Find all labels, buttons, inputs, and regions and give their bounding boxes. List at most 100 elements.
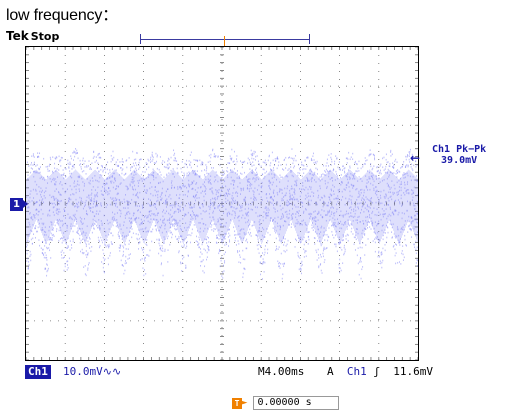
ch1-ground-marker[interactable]: 1 — [10, 198, 28, 211]
waveform-sample — [88, 160, 90, 162]
waveform-sample — [163, 242, 165, 245]
waveform-core — [352, 172, 353, 227]
waveform-sample — [308, 213, 310, 215]
waveform-sample — [146, 168, 148, 171]
waveform-sample — [277, 225, 279, 228]
waveform-sample — [278, 239, 280, 242]
waveform-sample — [140, 259, 142, 261]
waveform-core — [350, 170, 351, 222]
waveform-core — [72, 172, 73, 228]
waveform-sample — [363, 210, 365, 213]
waveform-sample — [257, 236, 259, 238]
waveform-sample — [329, 170, 331, 172]
waveform-sample — [403, 229, 405, 231]
waveform-sample — [386, 171, 388, 174]
waveform-sample — [127, 203, 129, 206]
waveform-sample — [43, 157, 45, 160]
waveform-sample — [83, 231, 85, 234]
waveform-sample — [342, 165, 344, 167]
waveform-sample — [176, 222, 178, 225]
waveform-sample — [366, 182, 368, 185]
waveform-sample — [402, 226, 404, 228]
trigger-offset-value[interactable]: 0.00000 s — [253, 396, 340, 410]
waveform-sample — [278, 261, 280, 264]
waveform-core — [249, 171, 250, 226]
waveform-sample — [364, 232, 366, 235]
waveform-sample — [56, 199, 58, 202]
waveform-sample — [172, 173, 174, 175]
waveform-sample — [246, 179, 248, 181]
waveform-sample — [65, 243, 67, 245]
waveform-sample — [34, 170, 36, 173]
waveform-core — [302, 177, 303, 241]
waveform-sample — [179, 186, 181, 188]
waveform-sample — [381, 208, 383, 210]
waveform-sample — [318, 178, 320, 180]
waveform-sample — [358, 192, 360, 195]
waveform-sample — [92, 223, 94, 226]
waveform-sample — [331, 206, 333, 208]
waveform-sample — [112, 172, 114, 175]
waveform-sample — [223, 270, 225, 272]
waveform-sample — [247, 181, 249, 183]
waveform-core — [237, 174, 238, 233]
waveform-sample — [345, 184, 347, 186]
waveform-sample — [138, 161, 140, 164]
waveform-sample — [295, 181, 297, 184]
waveform-sample — [313, 161, 315, 164]
waveform-sample — [118, 237, 120, 239]
waveform-sample — [138, 164, 140, 166]
waveform-sample — [355, 170, 357, 172]
waveform-sample — [120, 182, 122, 184]
waveform-sample — [323, 261, 325, 264]
waveform-sample — [292, 207, 294, 210]
waveform-sample — [124, 269, 126, 272]
waveform-sample — [121, 158, 123, 160]
waveform-sample — [262, 252, 264, 254]
waveform-sample — [131, 165, 133, 168]
waveform-sample — [401, 166, 403, 168]
waveform-sample — [60, 156, 62, 159]
waveform-sample — [313, 173, 315, 175]
waveform-sample — [330, 164, 332, 166]
waveform-sample — [197, 187, 199, 189]
waveform-sample — [384, 232, 386, 234]
waveform-sample — [52, 229, 54, 231]
waveform-sample — [238, 215, 240, 217]
waveform-sample — [318, 266, 320, 269]
waveform-sample — [189, 183, 191, 186]
waveform-sample — [320, 244, 322, 247]
waveform-sample — [278, 246, 280, 248]
waveform-sample — [87, 165, 89, 167]
channel-badge[interactable]: Ch1 — [25, 365, 51, 379]
waveform-sample — [219, 195, 221, 197]
waveform-sample — [93, 200, 95, 203]
waveform-core — [55, 169, 56, 221]
waveform-sample — [185, 222, 187, 225]
waveform-sample — [85, 250, 87, 252]
waveform-sample — [111, 180, 113, 183]
waveform-sample — [108, 245, 110, 248]
waveform-sample — [373, 189, 375, 192]
waveform-core — [294, 172, 295, 229]
waveform-sample — [65, 204, 67, 207]
waveform-sample — [81, 232, 83, 235]
waveform-sample — [314, 215, 316, 218]
waveform-sample — [348, 151, 350, 154]
waveform-sample — [256, 174, 258, 176]
waveform-sample — [110, 175, 112, 178]
waveform-sample — [393, 172, 395, 174]
waveform-sample — [230, 206, 232, 209]
waveform-sample — [175, 203, 177, 206]
waveform-sample — [234, 217, 236, 219]
waveform-sample — [161, 231, 163, 234]
waveform-sample — [356, 202, 358, 205]
waveform-sample — [148, 174, 150, 176]
waveform-sample — [210, 188, 212, 190]
waveform-sample — [94, 174, 96, 177]
waveform-sample — [63, 177, 65, 180]
waveform-core — [144, 179, 145, 244]
waveform-sample — [155, 203, 157, 206]
waveform-sample — [129, 230, 131, 233]
waveform-sample — [368, 205, 370, 208]
